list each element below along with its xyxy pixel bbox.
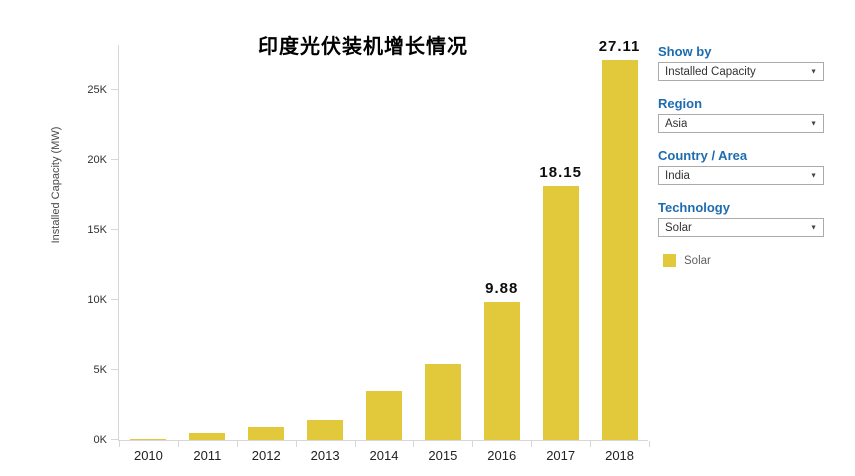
filter-group-country: Country / Area India ▼: [658, 148, 824, 185]
filter-group-show-by: Show by Installed Capacity ▼: [658, 44, 824, 81]
x-tick-label-2018: 2018: [605, 448, 635, 463]
x-tick-mark: [177, 441, 179, 447]
y-tick-mark: [111, 159, 118, 160]
y-tick-label: 20K: [87, 154, 107, 166]
dropdown-show-by[interactable]: Installed Capacity ▼: [658, 62, 824, 81]
y-tick-mark: [111, 89, 118, 90]
bar-value-label-2018: 27.11: [598, 38, 641, 55]
x-tick-label-2011: 2011: [193, 448, 222, 463]
filter-label-region: Region: [658, 96, 703, 111]
bar-2014[interactable]: [366, 391, 402, 440]
x-tick-mark: [649, 441, 650, 447]
x-tick-mark: [531, 441, 533, 447]
filter-group-technology: Technology Solar ▼: [658, 200, 824, 237]
bar-value-label-2017: 18.15: [539, 164, 582, 181]
bar-value-label-2016: 9.88: [485, 280, 519, 297]
y-tick-label: 0K: [93, 434, 107, 446]
x-tick-mark: [590, 441, 592, 447]
dropdown-region-value: Asia: [665, 117, 688, 130]
dropdown-country[interactable]: India ▼: [658, 166, 824, 185]
filter-label-country: Country / Area: [658, 148, 748, 163]
y-tick-mark: [111, 369, 118, 370]
bar-2011[interactable]: [189, 433, 226, 440]
y-tick-mark: [111, 439, 118, 440]
x-tick-mark: [295, 441, 297, 447]
dropdown-technology[interactable]: Solar ▼: [658, 218, 824, 237]
x-tick-label-2017: 2017: [546, 448, 576, 463]
y-axis-title: Installed Capacity (MW): [50, 126, 62, 244]
legend-label-solar: Solar: [684, 254, 711, 267]
bar-2016[interactable]: [483, 302, 520, 440]
x-tick-mark: [119, 441, 120, 447]
y-tick-label: 10K: [87, 294, 107, 306]
filter-label-show-by: Show by: [658, 44, 712, 59]
chart-title: 印度光伏装机增长情况: [258, 34, 468, 58]
x-tick-label-2015: 2015: [428, 448, 458, 463]
filter-group-region: Region Asia ▼: [658, 96, 824, 133]
x-tick-mark: [472, 441, 474, 447]
x-tick-label-2016: 2016: [487, 448, 517, 463]
dropdown-technology-value: Solar: [665, 221, 692, 234]
bar-2015[interactable]: [424, 364, 461, 440]
legend: Solar: [663, 254, 824, 267]
chevron-down-icon: ▼: [810, 172, 817, 179]
y-tick-label: 15K: [87, 224, 107, 236]
x-tick-mark: [236, 441, 238, 447]
dropdown-show-by-value: Installed Capacity: [665, 65, 756, 78]
bar-2013[interactable]: [307, 420, 344, 440]
x-tick-label-2012: 2012: [251, 448, 281, 463]
filter-label-technology: Technology: [658, 200, 730, 215]
x-tick-mark: [413, 441, 415, 447]
filter-panel: Show by Installed Capacity ▼ Region Asia…: [658, 44, 824, 267]
dropdown-country-value: India: [665, 169, 690, 182]
chevron-down-icon: ▼: [810, 68, 817, 75]
x-tick-label-2013: 2013: [310, 448, 340, 463]
chevron-down-icon: ▼: [810, 120, 817, 127]
bar-2018[interactable]: [601, 60, 638, 440]
bar-2012[interactable]: [248, 427, 285, 440]
dropdown-region[interactable]: Asia ▼: [658, 114, 824, 133]
y-tick-label: 25K: [87, 84, 107, 96]
legend-swatch-solar[interactable]: [663, 254, 676, 267]
y-tick-label: 5K: [93, 364, 107, 376]
x-tick-label-2014: 2014: [369, 448, 399, 463]
y-tick-mark: [111, 229, 118, 230]
x-tick-mark: [354, 441, 356, 447]
y-tick-mark: [111, 299, 118, 300]
chevron-down-icon: ▼: [810, 224, 817, 231]
bar-2017[interactable]: [542, 186, 579, 440]
x-tick-label-2010: 2010: [133, 448, 163, 463]
bar-2010[interactable]: [130, 439, 167, 440]
plot-area: 0K 5K 10K 15K 20K 25K 2010 2011 2012 2013 2014 2015…: [87, 38, 650, 463]
